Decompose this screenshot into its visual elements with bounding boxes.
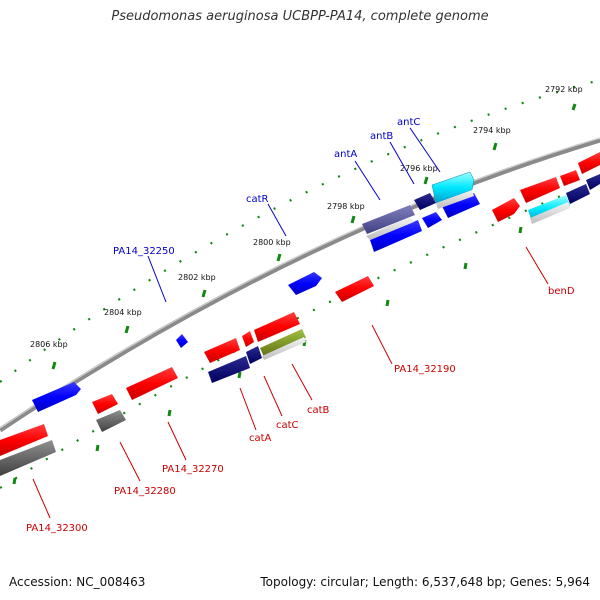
gene-navy-topright[interactable] (586, 174, 600, 190)
gene-PA14_32270[interactable] (126, 367, 178, 400)
gene-blue-3[interactable] (442, 193, 480, 218)
label-PA14_32250: PA14_32250 (113, 246, 175, 257)
gene-catB[interactable] (260, 329, 306, 357)
gene-blue-left[interactable] (32, 382, 81, 412)
gene-catR[interactable] (288, 272, 322, 295)
label-PA14_32300: PA14_32300 (26, 523, 88, 534)
gene-red-topright-1[interactable] (578, 152, 600, 174)
kbp-label-2798: 2798 kbp (327, 202, 365, 211)
gene-shadow (530, 202, 570, 224)
accession-text: Accession: NC_008463 (9, 575, 146, 589)
gene-catC[interactable] (246, 346, 262, 364)
genome-backbone (0, 137, 600, 433)
label-catC: catC (276, 420, 299, 431)
gene-blue-2[interactable] (422, 212, 442, 228)
gene-PA14_32280[interactable] (96, 410, 126, 432)
gene-red-benD-2[interactable] (520, 177, 560, 203)
label-antB: antB (370, 131, 393, 142)
gene-antB[interactable] (414, 193, 436, 210)
genome-title: Pseudomonas aeruginosa UCBPP-PA14, compl… (111, 9, 489, 24)
reverse-leader-lines (32, 246, 549, 519)
gene-PA14_32300[interactable] (0, 424, 48, 456)
gene-antC[interactable] (431, 171, 475, 204)
outer-major-ticks (51, 103, 577, 370)
inner-major-ticks (12, 226, 523, 485)
gene-gray-bottomleft[interactable] (0, 440, 56, 476)
reverse-strand-genes (0, 177, 590, 476)
label-PA14_32280: PA14_32280 (114, 486, 176, 497)
gene-red-cluster-3[interactable] (204, 338, 240, 363)
gene-red-benD-1[interactable] (492, 198, 520, 222)
forward-leader-lines (147, 127, 441, 303)
gene-PA14_32190[interactable] (335, 276, 374, 302)
label-antC: antC (397, 117, 420, 128)
kbp-label-2792: 2792 kbp (545, 85, 583, 94)
gene-red-small-left[interactable] (92, 394, 118, 414)
gene-navy-benD[interactable] (566, 184, 590, 204)
kbp-label-2794: 2794 kbp (473, 126, 511, 135)
kbp-label-2800: 2800 kbp (253, 238, 291, 247)
gene-red-cluster-2[interactable] (242, 331, 254, 347)
label-catR: catR (246, 194, 269, 205)
label-PA14_32270: PA14_32270 (162, 464, 224, 475)
gene-red-topright-2[interactable] (560, 170, 580, 186)
kbp-label-2796: 2796 kbp (400, 164, 438, 173)
label-PA14_32190: PA14_32190 (394, 364, 456, 375)
label-benD: benD (548, 286, 575, 297)
forward-strand-genes (32, 152, 600, 412)
kbp-label-2804: 2804 kbp (104, 308, 142, 317)
gene-shadow (436, 190, 474, 209)
gene-antA[interactable] (362, 205, 415, 234)
gene-red-cluster-1[interactable] (254, 312, 300, 342)
gene-blue-1[interactable] (370, 220, 422, 252)
gene-shadow (366, 217, 414, 240)
gene-shadow (262, 337, 306, 360)
label-antA: antA (334, 149, 357, 160)
label-catB: catB (307, 405, 330, 416)
gene-PA14_32250[interactable] (176, 334, 188, 348)
gene-catA[interactable] (208, 356, 250, 383)
kbp-label-2806: 2806 kbp (30, 340, 68, 349)
genome-summary-text: Topology: circular; Length: 6,537,648 bp… (260, 575, 590, 589)
kbp-label-2802: 2802 kbp (178, 273, 216, 282)
label-catA: catA (249, 433, 272, 444)
